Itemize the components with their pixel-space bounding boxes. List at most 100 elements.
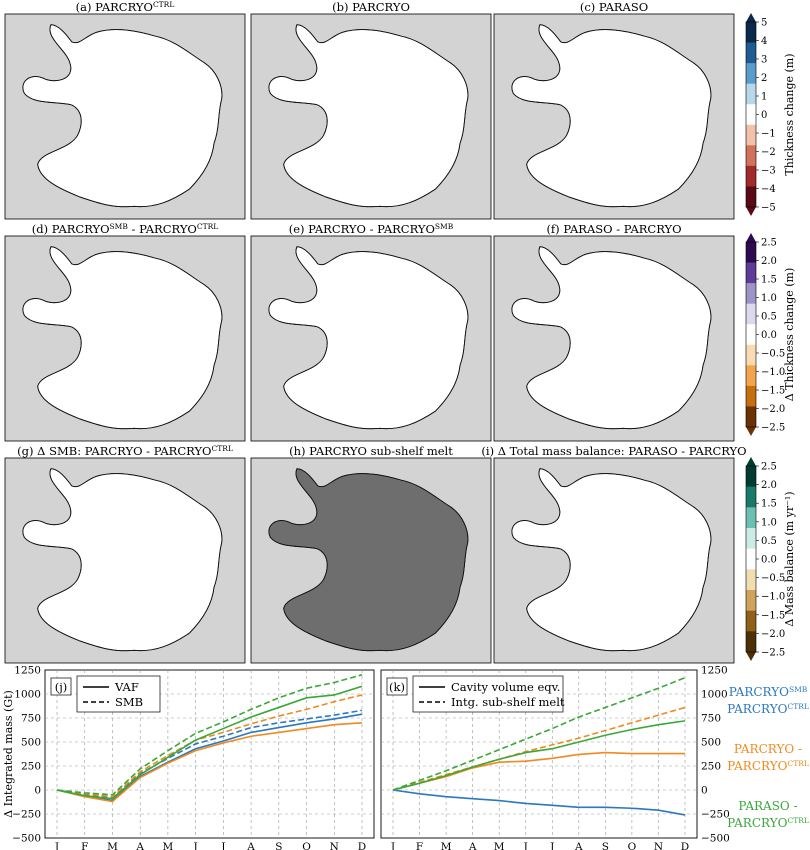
colorbar-extend-bottom (746, 652, 756, 661)
colorbar-tick: −0.5 (761, 573, 785, 584)
colorbar-tick: 1.5 (761, 499, 777, 510)
colorbar-tick: −2.5 (761, 423, 785, 434)
panel-title: (i) Δ Total mass balance: PARASO - PARCR… (481, 444, 746, 458)
y-tick-label: 1000 (701, 689, 728, 701)
colorbar: 2.5 2.0 1.5 1.0 0.5 0.0 −0.5 −1.0 −1.5 −2.0 −2.5 Δ … (745, 233, 796, 436)
panel-title: (e) PARCRYO - PARCRYOSMB (289, 222, 454, 237)
side-legend-text: PARCRYOCTRL (727, 702, 809, 717)
colorbar-extend-bottom (746, 427, 756, 436)
x-tick-label: M (441, 841, 452, 850)
colorbar: 5 4 3 2 1 0 −1 −2 −3 −4 −5 Thickness change (m) (745, 13, 796, 216)
panel-title: (d) PARCRYOSMB - PARCRYOCTRL (32, 222, 218, 237)
y-tick-label: 750 (701, 713, 721, 725)
x-tick-label: D (681, 841, 689, 850)
side-legend-entry: PARASO - PARCRYOCTRL (727, 799, 809, 830)
legend: Cavity volume eqv.Intg. sub-shelf melt (412, 675, 565, 713)
x-tick-label: S (275, 841, 282, 850)
panel-title: (g) Δ SMB: PARCRYO - PARCRYOCTRL (17, 444, 233, 459)
panel-label: (k) (386, 677, 408, 696)
side-legend-entry: PARCRYOSMB PARCRYOCTRL (727, 685, 809, 717)
x-tick-label: N (654, 841, 663, 850)
x-tick-label: A (574, 841, 583, 850)
map-panel: (d) PARCRYOSMB - PARCRYOCTRL (4, 222, 246, 442)
y-tick-label: −250 (701, 809, 730, 821)
x-tick-label: J (54, 841, 59, 850)
colorbar-tick: 2 (761, 73, 767, 84)
colorbar-tick: 1.0 (761, 517, 777, 528)
x-tick-label: A (135, 841, 144, 850)
y-tick-label: 500 (21, 737, 41, 749)
x-tick-label: J (549, 841, 554, 850)
y-tick-label: 250 (701, 761, 721, 773)
colorbar-tick: −2 (761, 147, 776, 158)
colorbar-tick: 5 (761, 18, 767, 29)
y-tick-label: −500 (701, 833, 730, 845)
series-line (56, 685, 363, 800)
antarctica-map (511, 246, 712, 430)
map-panel: (h) PARCRYO sub-shelf melt (250, 444, 492, 664)
colorbar-tick: 0.0 (761, 555, 777, 566)
colorbar-tick: −2.5 (761, 648, 785, 659)
colorbar-label: Thickness change (m) (783, 53, 796, 175)
legend-entry: VAF (114, 680, 139, 694)
panel-title: (b) PARCRYO (332, 0, 410, 14)
side-legend-text: PARCRYOSMB (729, 685, 808, 700)
y-tick-label: −250 (12, 809, 41, 821)
series-line (56, 722, 363, 803)
legend-entry: Cavity volume eqv. (451, 680, 560, 694)
side-legend-entry: PARCRYO - PARCRYOCTRL (727, 742, 809, 773)
y-tick-label: 750 (21, 713, 41, 725)
colorbar-tick: −2.0 (761, 629, 785, 640)
y-tick-label: 0 (701, 785, 708, 797)
map-panel: (a) PARCRYOCTRL (4, 0, 246, 220)
colorbar-tick: 0.5 (761, 536, 777, 547)
x-tick-label: A (468, 841, 477, 850)
panel-label-text: (j) (55, 680, 68, 694)
colorbar-tick: −1.5 (761, 610, 785, 621)
line-chart: J F M A M J J A S O N D −500 −250 0 250 500 750 1000 1250 (k… (380, 665, 809, 850)
colorbar-tick: 1.5 (761, 275, 777, 286)
colorbar-extend-bottom (746, 207, 756, 216)
x-tick-label: A (246, 841, 255, 850)
x-tick-label: M (107, 841, 118, 850)
series-line (392, 676, 686, 791)
x-tick-label: M (163, 841, 174, 850)
colorbar-tick: 2.0 (761, 480, 777, 491)
x-tick-label: O (628, 841, 637, 850)
colorbar-tick: −3 (761, 166, 776, 177)
map-panel: (f) PARASO - PARCRYO (493, 222, 735, 442)
colorbar-tick: 2.5 (761, 462, 777, 473)
panel-label: (j) (50, 677, 72, 696)
panel-title: (a) PARCRYOCTRL (76, 0, 175, 14)
colorbar-extend-top (746, 13, 756, 22)
colorbar-tick: −2.0 (761, 404, 785, 415)
series-line (392, 720, 686, 791)
x-tick-label: D (358, 841, 366, 850)
legend-entry: Intg. sub-shelf melt (451, 695, 565, 709)
x-tick-label: J (193, 841, 198, 850)
x-tick-label: N (330, 841, 339, 850)
map-panel: (c) PARASO (493, 0, 735, 220)
legend-entry: SMB (115, 695, 143, 709)
colorbar-extend-top (746, 457, 756, 466)
panel-title: (h) PARCRYO sub-shelf melt (289, 444, 453, 458)
x-tick-label: M (494, 841, 505, 850)
y-tick-label: 250 (21, 761, 41, 773)
x-tick-label: F (416, 841, 423, 850)
series-line (56, 674, 363, 796)
series-line (56, 713, 363, 802)
panel-label-text: (k) (389, 680, 405, 694)
series-line (392, 789, 686, 816)
colorbar-label: Δ Mass balance (m yr⁻¹) (783, 491, 796, 626)
y-tick-label: −500 (12, 833, 41, 845)
colorbar-tick: 0.5 (761, 312, 777, 323)
map-panel: (i) Δ Total mass balance: PARASO - PARCR… (481, 444, 747, 664)
colorbar-tick: 0.0 (761, 330, 777, 341)
line-chart: J F M A M J J A S O N D −500 −250 0 250 500 750 1000 1250 (j… (2, 665, 375, 850)
colorbar-tick: 2.0 (761, 256, 777, 267)
colorbar-tick: −0.5 (761, 349, 785, 360)
colorbar-tick: −1.5 (761, 386, 785, 397)
y-tick-label: 500 (701, 737, 721, 749)
side-legend-text: PARCRYOCTRL (727, 816, 809, 831)
